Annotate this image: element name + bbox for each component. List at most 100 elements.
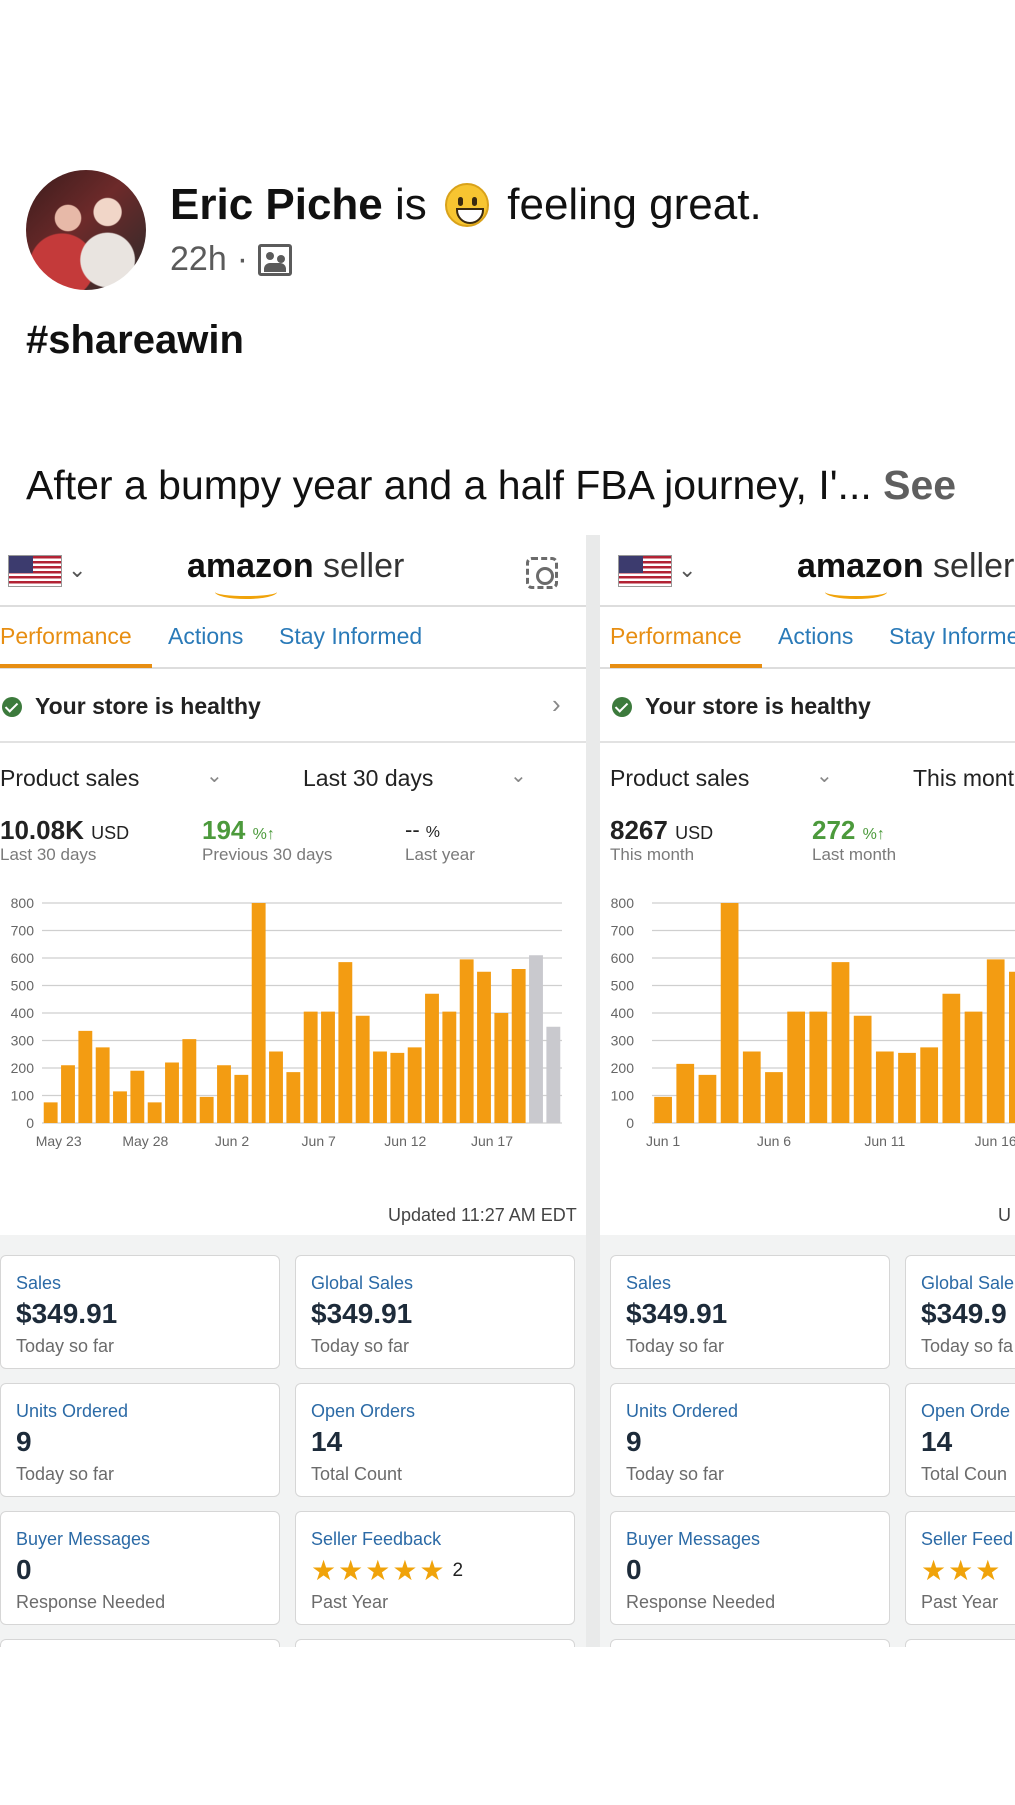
chart-bar [654,1096,672,1123]
chart-bar [875,1051,894,1123]
screenshot-2[interactable]: ⌄ amazon seller Performance Actions Stay… [600,535,1015,1647]
x-tick-label: Jun 7 [302,1133,336,1149]
tab-actions[interactable]: Actions [168,623,244,649]
app-header: ⌄ amazon seller [600,535,1015,607]
chart-bar [217,1065,231,1123]
partial-card[interactable] [295,1639,575,1647]
chevron-down-icon[interactable]: ⌄ [678,557,697,582]
card-title: Sales [16,1273,62,1293]
store-health-text: Your store is healthy [35,693,261,719]
buyer-messages-card[interactable]: Buyer Messages 0 Response Needed [0,1511,280,1625]
chart-bar [43,1102,58,1123]
chart-bar [898,1052,916,1123]
screenshot-1[interactable]: ⌄ amazon seller Performance Actions Stay… [0,535,586,1647]
chart-bar [425,993,439,1123]
tab-actions[interactable]: Actions [778,623,854,649]
card-title: Seller Feedback [311,1529,442,1549]
us-flag-icon[interactable] [8,555,62,587]
star-icon: ★ [365,1555,391,1586]
partial-card[interactable] [0,1639,280,1647]
see-more-link[interactable]: See [883,462,957,508]
store-health-row[interactable]: Your store is healthy [600,669,1015,743]
chevron-down-icon[interactable]: ⌄ [68,557,87,582]
chart-bar [390,1052,405,1123]
y-tick-label: 400 [11,1005,35,1021]
seller-feedback-card[interactable]: Seller Feedback ★ ★ ★ ★ ★ 2 Past Year [295,1511,575,1625]
global-sales-card[interactable]: Global Sale $349.9 Today so fa [905,1255,1015,1369]
tab-stay-informed[interactable]: Stay Informed [279,623,423,649]
chart-bar [199,1096,214,1123]
change-caption: Previous 30 days [202,845,333,864]
chart-bar [546,1026,561,1123]
metric-selector[interactable]: Product sales [610,765,750,791]
post-header: Eric Piche is feeling great. 22h · [26,170,996,290]
store-health-row[interactable]: Your store is healthy › [0,669,586,743]
us-flag-icon[interactable] [618,555,672,587]
arrow-up-icon: ↑ [266,826,275,843]
metric-cards: Sales $349.91 Today so far Global Sale $349.… [600,1235,1015,1647]
sales-unit: USD [91,823,130,843]
seller-feedback-card[interactable]: Seller Feed ★ ★ ★ Past Year [905,1511,1015,1625]
scan-icon[interactable] [526,557,558,589]
chart-bar [1009,971,1015,1123]
chevron-down-icon[interactable]: ⌄ [816,765,833,787]
chevron-down-icon[interactable]: ⌄ [510,765,527,787]
card-title: Open Orders [311,1401,416,1421]
chart-bar [720,903,739,1123]
sales-change: 194 %↑ [202,815,275,846]
yoy-value: -- [405,817,420,842]
brand-seller: seller [323,547,405,585]
store-health-text: Your store is healthy [645,693,871,719]
sales-summary: Product sales ⌄ This mont 8267 USD This … [600,743,1015,1235]
chart-bar [511,969,526,1123]
open-orders-card[interactable]: Open Orders 14 Total Count [295,1383,575,1497]
tab-performance[interactable]: Performance [0,623,132,649]
card-title: Seller Feed [921,1529,1014,1549]
hashtag[interactable]: #shareawin [26,318,244,362]
attached-screenshots[interactable]: ⌄ amazon seller Performance Actions Stay… [0,535,1015,1647]
chart-bar [182,1039,197,1123]
card-title: Open Orde [921,1401,1011,1421]
author-name[interactable]: Eric Piche [170,180,383,229]
sales-card[interactable]: Sales $349.91 Today so far [610,1255,890,1369]
sales-value: 10.08K [0,815,84,845]
chart-bar [809,1011,828,1123]
units-ordered-card[interactable]: Units Ordered 9 Today so far [610,1383,890,1497]
chevron-down-icon[interactable]: ⌄ [206,765,223,787]
card-title: Sales [626,1273,672,1293]
tab-performance[interactable]: Performance [610,623,742,649]
range-selector[interactable]: This mont [913,765,1014,791]
range-selector[interactable]: Last 30 days [303,765,434,791]
x-tick-label: Jun 6 [757,1133,791,1149]
x-tick-label: Jun 12 [384,1133,426,1149]
post-time[interactable]: 22h [170,240,227,278]
sales-caption: This month [610,845,695,864]
author-avatar[interactable] [26,170,146,290]
post-meta: 22h · [170,240,293,279]
y-tick-label: 600 [11,950,35,966]
units-ordered-card[interactable]: Units Ordered 9 Today so far [0,1383,280,1497]
amazon-smile-icon [825,585,887,599]
check-circle-icon [2,697,22,717]
sales-card[interactable]: Sales $349.91 Today so far [0,1255,280,1369]
global-sales-card[interactable]: Global Sales $349.91 Today so far [295,1255,575,1369]
metric-selector[interactable]: Product sales [0,765,140,791]
card-value: $349.9 [921,1298,1007,1329]
y-tick-label: 800 [11,895,35,911]
sales-total: 10.08K USD [0,815,129,846]
status-suffix: feeling great. [507,180,762,229]
chevron-right-icon[interactable]: › [552,689,561,719]
change-caption: Last month [812,845,897,864]
partial-card[interactable] [905,1639,1015,1647]
x-tick-label: Jun 16 [975,1133,1015,1149]
tab-stay-informed[interactable]: Stay Informed [889,623,1015,649]
partial-card[interactable] [610,1639,890,1647]
yoy-unit: % [425,824,441,841]
audience-icon[interactable] [258,243,293,276]
sales-caption: Last 30 days [0,845,97,864]
chart-bar [942,993,961,1123]
buyer-messages-card[interactable]: Buyer Messages 0 Response Needed [610,1511,890,1625]
sales-value: 8267 [610,815,668,845]
open-orders-card[interactable]: Open Orde 14 Total Coun [905,1383,1015,1497]
x-tick-label: Jun 2 [215,1133,249,1149]
